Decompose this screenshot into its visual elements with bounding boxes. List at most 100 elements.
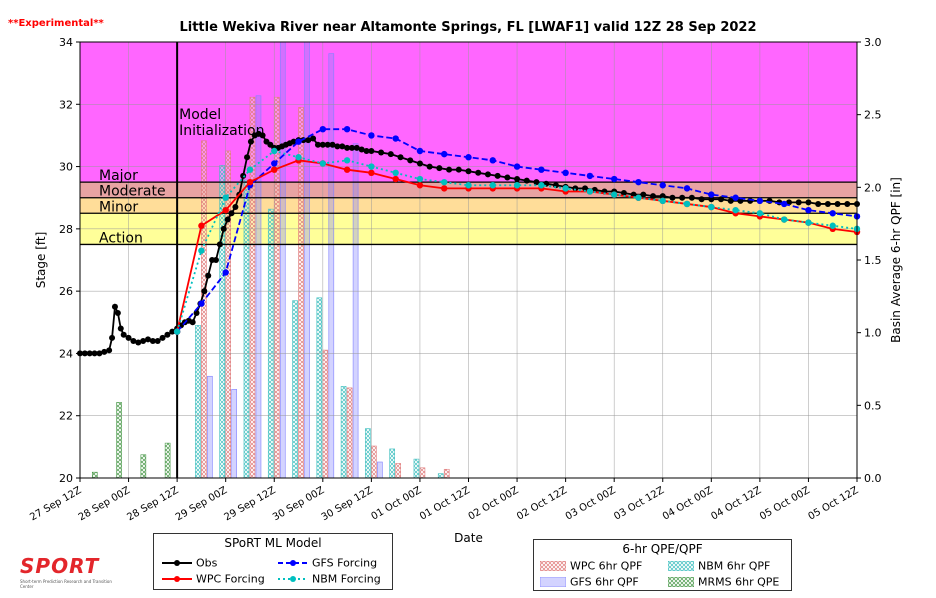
- series-point-nbm-forcing: [708, 203, 715, 211]
- series-point-obs: [125, 334, 132, 341]
- sport-logo: SPORT Short-term Prediction Research and…: [20, 554, 120, 594]
- series-point-wpc-forcing: [392, 175, 399, 183]
- series-point-nbm-forcing: [659, 197, 666, 205]
- y-axis-label: Stage [ft]: [34, 232, 48, 289]
- series-point-nbm-forcing: [368, 163, 375, 170]
- series-point-nbm-forcing: [465, 182, 472, 189]
- series-point-gfs-forcing: [538, 166, 545, 173]
- y-tick-label: 30: [59, 161, 73, 174]
- series-point-obs: [106, 347, 113, 354]
- legend-item-gfs-qpf: GFS 6hr QPF: [539, 575, 639, 589]
- series-point-obs: [344, 144, 351, 151]
- series-point-obs: [484, 171, 491, 178]
- series-point-wpc-forcing: [246, 178, 254, 186]
- qpf-bar-nbm: [389, 448, 395, 479]
- x-tick-label: 04 Oct 00Z: [661, 485, 715, 523]
- y-tick-label: 28: [59, 223, 73, 236]
- y-tick-label: 34: [59, 36, 73, 49]
- series-point-gfs-forcing: [441, 150, 448, 158]
- series-point-obs: [329, 141, 336, 148]
- x-tick-label: 30 Sep 12Z: [320, 485, 375, 523]
- x-tick-label: 05 Oct 00Z: [758, 485, 812, 523]
- series-point-nbm-forcing: [222, 194, 229, 201]
- qpf-bar-wpc: [346, 387, 353, 479]
- series-point-obs: [795, 199, 802, 206]
- legend-label-nbm: NBM Forcing: [312, 572, 381, 586]
- series-point-obs: [659, 193, 666, 200]
- experimental-label: **Experimental**: [8, 18, 104, 29]
- series-point-obs: [358, 146, 365, 153]
- y2-tick-label: 1.0: [864, 327, 882, 340]
- series-point-obs: [240, 172, 247, 179]
- qpf-bar-nbm: [195, 325, 201, 479]
- qpf-bar-gfs: [328, 53, 335, 479]
- series-point-obs: [446, 166, 453, 173]
- x-tick-label: 29 Sep 00Z: [174, 485, 229, 523]
- series-point-nbm-forcing: [246, 166, 254, 173]
- legend-label-obs: Obs: [196, 556, 218, 570]
- series-point-nbm-forcing: [271, 147, 278, 155]
- series-point-obs: [310, 135, 317, 142]
- x-tick-label: 01 Oct 00Z: [369, 485, 423, 523]
- y2-axis-label: Basin Average 6-hr QPF [in]: [889, 177, 903, 343]
- series-point-obs: [387, 151, 394, 158]
- y-tick-label: 24: [59, 347, 73, 360]
- series-point-gfs-forcing: [780, 200, 788, 208]
- series-point-obs: [120, 331, 127, 338]
- y-tick-label: 26: [59, 285, 73, 298]
- flood-label-minor: Minor: [99, 199, 138, 215]
- x-tick-label: 28 Sep 12Z: [125, 485, 180, 523]
- series-point-obs: [824, 200, 831, 207]
- qpf-legend: 6-hr QPE/QPF WPC 6hr QPF NBM 6hr QPF GFS…: [533, 539, 792, 591]
- qpf-bar-gfs: [255, 95, 262, 479]
- y2-tick-label: 0.5: [864, 399, 882, 412]
- series-point-wpc-forcing: [368, 169, 375, 176]
- series-point-nbm-forcing: [610, 191, 618, 198]
- series-point-gfs-forcing: [829, 210, 836, 217]
- series-point-obs: [117, 325, 124, 332]
- series-point-obs: [140, 337, 147, 344]
- legend-item-wpc-qpf: WPC 6hr QPF: [539, 559, 642, 573]
- series-point-nbm-forcing: [683, 200, 691, 208]
- series-point-obs: [844, 200, 851, 207]
- series-point-obs: [212, 257, 219, 263]
- series-point-gfs-forcing: [610, 175, 618, 183]
- series-point-obs: [154, 337, 161, 344]
- series-point-obs: [523, 177, 530, 184]
- series-point-obs: [708, 196, 715, 203]
- series-point-obs: [650, 193, 657, 200]
- series-point-wpc-forcing: [441, 185, 448, 192]
- model-legend: SPoRT ML Model Obs GFS Forcing WPC Forci…: [153, 533, 393, 590]
- series-point-obs: [363, 148, 370, 154]
- series-point-obs: [494, 172, 501, 179]
- series-point-obs: [718, 196, 725, 203]
- series-point-obs: [533, 179, 540, 186]
- series-point-obs: [368, 148, 375, 154]
- series-point-gfs-forcing: [465, 154, 472, 161]
- series-line-nbm-forcing: [176, 150, 858, 332]
- series-point-obs: [805, 199, 812, 206]
- series-point-obs: [86, 350, 93, 357]
- qpf-bar-gfs: [352, 143, 359, 479]
- series-point-gfs-forcing: [659, 182, 666, 189]
- qpf-bar-gfs: [279, 41, 286, 479]
- series-point-obs: [416, 160, 423, 167]
- series-point-obs: [96, 350, 103, 357]
- series-point-obs: [114, 309, 121, 316]
- series-point-gfs-forcing: [343, 126, 351, 133]
- qpf-bar-nbm: [365, 428, 371, 479]
- legend-swatch-nbm-qpf: [667, 560, 695, 572]
- series-point-obs: [164, 331, 171, 338]
- x-tick-label: 03 Oct 12Z: [612, 485, 666, 523]
- series-point-nbm-forcing: [441, 178, 448, 186]
- series-point-wpc-forcing: [222, 206, 229, 214]
- series-point-obs: [81, 350, 88, 357]
- series-point-obs: [378, 149, 385, 156]
- legend-item-mrms-qpe: MRMS 6hr QPE: [667, 575, 779, 589]
- series-point-obs: [407, 157, 414, 164]
- series-point-obs: [504, 174, 511, 181]
- series-point-obs: [228, 210, 235, 217]
- series-point-nbm-forcing: [756, 210, 764, 217]
- series-point-nbm-forcing: [829, 222, 836, 229]
